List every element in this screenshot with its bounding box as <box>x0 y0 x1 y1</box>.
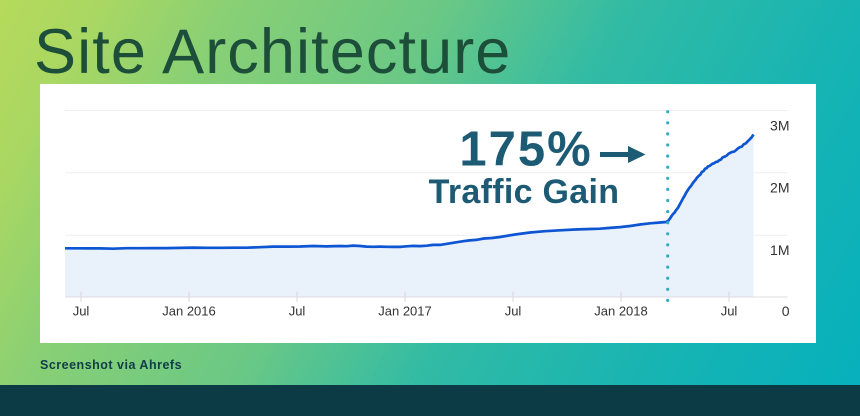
svg-text:Jul: Jul <box>289 304 306 319</box>
svg-text:1M: 1M <box>770 242 789 258</box>
svg-text:Jan 2018: Jan 2018 <box>594 304 648 319</box>
svg-text:Jul: Jul <box>721 304 738 319</box>
svg-text:Jul: Jul <box>505 304 522 319</box>
svg-text:0: 0 <box>782 303 790 319</box>
svg-text:Jan 2016: Jan 2016 <box>162 304 216 319</box>
svg-text:175%: 175% <box>459 122 592 176</box>
svg-text:3M: 3M <box>770 118 789 134</box>
svg-text:Jan 2017: Jan 2017 <box>378 304 432 319</box>
svg-text:Traffic Gain: Traffic Gain <box>429 173 620 211</box>
svg-text:2M: 2M <box>770 180 789 196</box>
svg-text:Jul: Jul <box>73 304 90 319</box>
